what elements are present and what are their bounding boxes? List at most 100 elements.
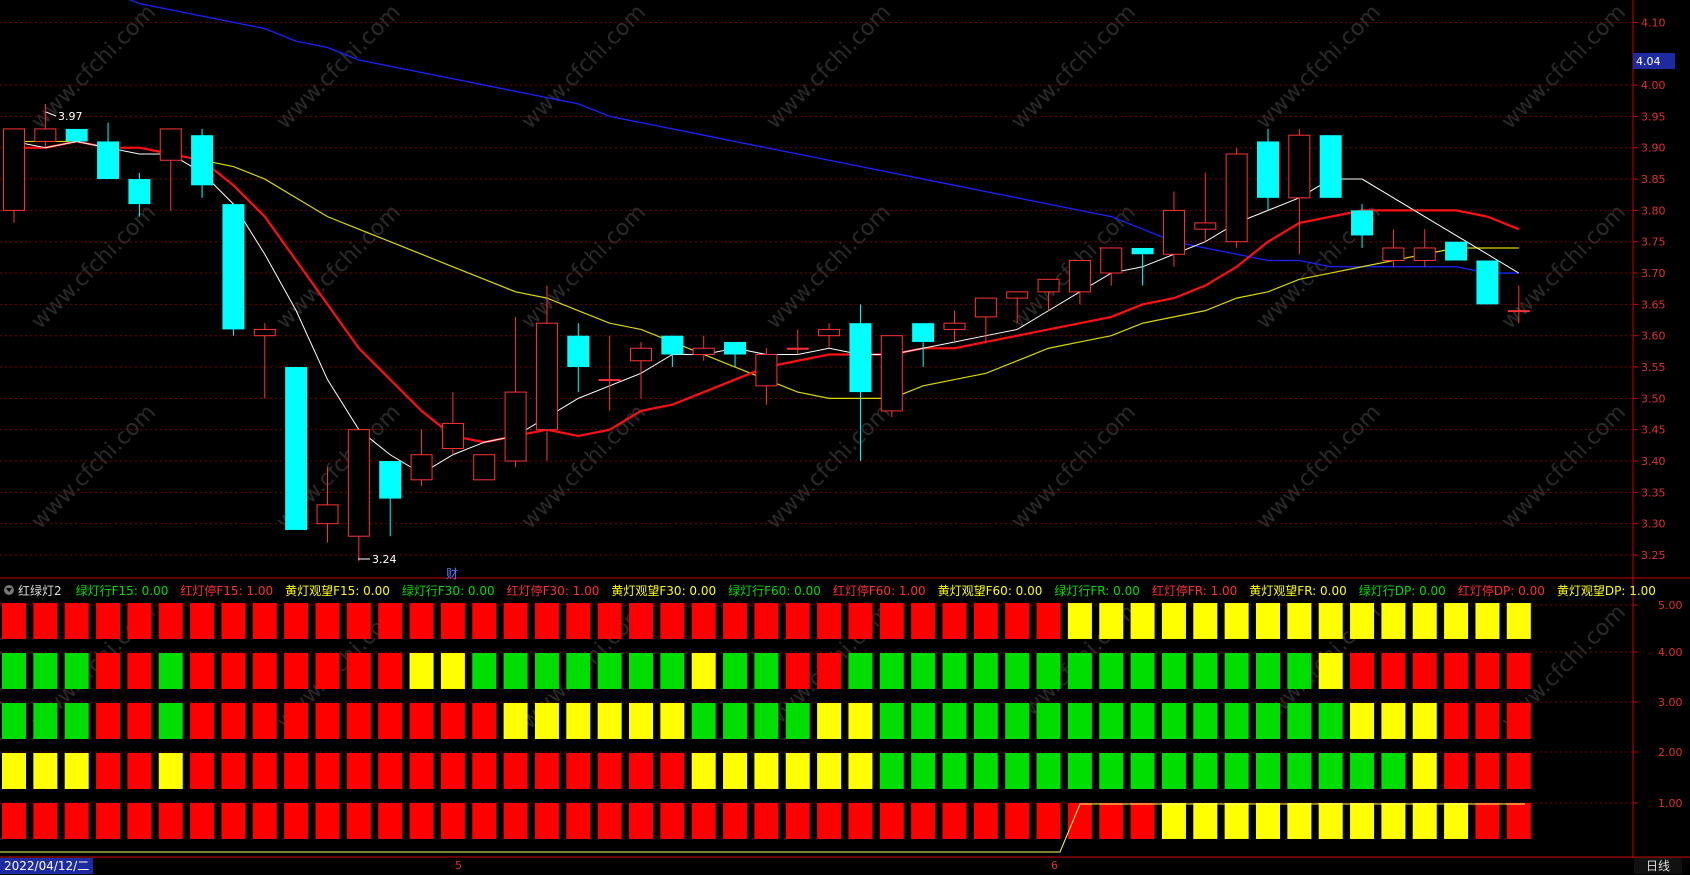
candle [724, 341, 747, 368]
candle [1194, 172, 1217, 242]
watermark-text: www.cfchi.com [762, 400, 896, 534]
candle-body [65, 128, 88, 142]
signal-cell-L4 [1444, 653, 1469, 689]
candle-body [567, 335, 590, 368]
price-tick-label: 3.70 [1641, 267, 1666, 280]
signal-cell-L2 [284, 753, 309, 789]
signal-cell-L5 [660, 603, 685, 639]
watermark-text: www.cfchi.com [1007, 0, 1141, 134]
signal-cell-L4 [973, 653, 998, 689]
high-label: 3.97 [58, 110, 83, 123]
indicator-value-4: 红灯停F30: 1.00 [506, 583, 600, 598]
indicator-value-14: 黄灯观望DP: 1.00 [1556, 583, 1656, 598]
period-selector[interactable]: 日线 [1633, 858, 1682, 874]
candle [3, 128, 25, 223]
signal-cell-L5 [158, 603, 183, 639]
signal-cell-L4 [346, 653, 371, 689]
signal-cell-L5 [440, 603, 465, 639]
signal-cell-L1 [315, 803, 340, 839]
signal-cell-L2 [973, 753, 998, 789]
signal-cell-L1 [848, 803, 873, 839]
candle [849, 304, 872, 462]
signal-cell-L1 [1005, 803, 1030, 839]
signal-cell-L1 [378, 803, 403, 839]
candle-body [1225, 153, 1248, 243]
signal-cell-L4 [660, 653, 685, 689]
signal-cell-L5 [252, 603, 277, 639]
candle-body [630, 347, 652, 362]
signal-cell-L1 [1161, 803, 1186, 839]
signal-cell-L3 [817, 703, 842, 739]
candle [1037, 278, 1060, 311]
signal-cell-L3 [252, 703, 277, 739]
price-tick-label: 3.75 [1641, 236, 1666, 249]
price-tick-label: 3.90 [1641, 142, 1666, 155]
candle [1507, 285, 1530, 324]
signal-cell-L2 [1475, 753, 1500, 789]
signal-cell-L1 [1287, 803, 1312, 839]
signal-cell-L2 [409, 753, 434, 789]
signal-cell-L2 [1193, 753, 1218, 789]
price-tick-label: 3.95 [1641, 110, 1666, 123]
signal-cell-L3 [911, 703, 936, 739]
signal-cell-L1 [1412, 803, 1437, 839]
signal-cell-L4 [1412, 653, 1437, 689]
candle [410, 429, 433, 487]
signal-cell-L3 [1224, 703, 1249, 739]
signal-cell-L1 [723, 803, 748, 839]
signal-cell-L3 [691, 703, 716, 739]
signal-cell-L2 [1161, 753, 1186, 789]
price-tick-label: 3.65 [1641, 298, 1666, 311]
signal-cell-L5 [1381, 603, 1406, 639]
signal-cell-L2 [1444, 753, 1469, 789]
signal-cell-L5 [127, 603, 152, 639]
candle [1006, 291, 1029, 324]
signal-cell-L2 [472, 753, 497, 789]
signal-cell-L3 [1381, 703, 1406, 739]
signal-cell-L1 [1130, 803, 1155, 839]
candle-body [755, 353, 778, 387]
signal-cell-L3 [879, 703, 904, 739]
signal-cell-L4 [1036, 653, 1061, 689]
signal-cell-L1 [1256, 803, 1280, 839]
indicator-values: 绿灯行F15: 0.00 红灯停F15: 1.00 黄灯观望F15: 0.00 绿灯行… [76, 582, 1656, 599]
candle-body [1507, 310, 1530, 313]
signal-cell-L2 [1099, 753, 1124, 789]
signal-cell-L1 [566, 803, 591, 839]
candle [535, 285, 558, 462]
signal-cell-L5 [817, 603, 842, 639]
candle [128, 172, 151, 217]
signal-cell-L1 [1036, 803, 1061, 839]
signal-cell-L4 [1161, 653, 1186, 689]
month-marker-6: 6 [1051, 859, 1058, 872]
indicator-value-2: 黄灯观望F15: 0.00 [285, 583, 390, 598]
signal-cell-L5 [942, 603, 967, 639]
signal-cell-L1 [1381, 803, 1406, 839]
signal-cell-L3 [378, 703, 403, 739]
signal-cell-L1 [158, 803, 183, 839]
ma60-line [128, 0, 1519, 274]
signal-cell-L4 [284, 653, 309, 689]
candle-body [912, 323, 935, 342]
candle [1351, 204, 1374, 248]
candle-body [849, 323, 872, 393]
signal-cell-L3 [1475, 703, 1500, 739]
signal-cell-L5 [1506, 603, 1531, 639]
price-tick-label: 3.45 [1641, 424, 1666, 437]
signal-cell-L4 [1067, 653, 1092, 689]
signal-cell-L3 [1256, 703, 1280, 739]
candle-body [379, 461, 402, 499]
candle [441, 392, 464, 455]
signal-cell-L5 [723, 603, 748, 639]
candle-body [504, 391, 527, 462]
signal-cell-L3 [848, 703, 873, 739]
watermark-text: www.cfchi.com [27, 0, 161, 134]
indicator-name[interactable]: 红绿灯2 [18, 583, 62, 598]
signal-cell-L2 [1381, 753, 1406, 789]
signal-cell-L5 [879, 603, 904, 639]
candle-body [97, 141, 120, 180]
candle [347, 429, 370, 562]
signal-cell-L2 [629, 753, 653, 789]
signal-cell-L5 [503, 603, 528, 639]
collapse-icon[interactable] [4, 585, 14, 595]
